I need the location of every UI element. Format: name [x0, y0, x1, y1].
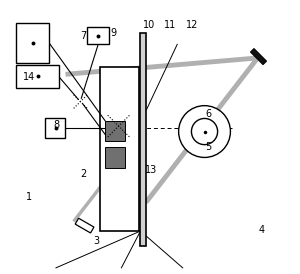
Text: 8: 8: [53, 120, 59, 130]
Text: 14: 14: [22, 72, 35, 82]
Bar: [105, 121, 125, 141]
Text: 2: 2: [80, 169, 86, 179]
Text: 4: 4: [259, 225, 265, 235]
Text: 9: 9: [110, 28, 116, 38]
Polygon shape: [75, 218, 94, 233]
Polygon shape: [250, 48, 266, 65]
Text: 7: 7: [80, 31, 86, 41]
Bar: [45, 118, 65, 138]
Text: 10: 10: [142, 20, 155, 30]
Text: 12: 12: [186, 20, 198, 30]
Bar: [87, 27, 109, 44]
Bar: [140, 33, 146, 246]
Circle shape: [191, 118, 218, 145]
Text: 13: 13: [145, 165, 158, 175]
Bar: [16, 22, 49, 63]
Circle shape: [178, 106, 230, 158]
Text: 3: 3: [94, 236, 100, 246]
Bar: [16, 65, 59, 88]
Text: 5: 5: [206, 142, 212, 152]
Bar: [100, 67, 139, 231]
Text: 1: 1: [26, 192, 32, 202]
Text: 6: 6: [206, 109, 212, 119]
Bar: [105, 147, 125, 168]
Text: 11: 11: [164, 20, 177, 30]
